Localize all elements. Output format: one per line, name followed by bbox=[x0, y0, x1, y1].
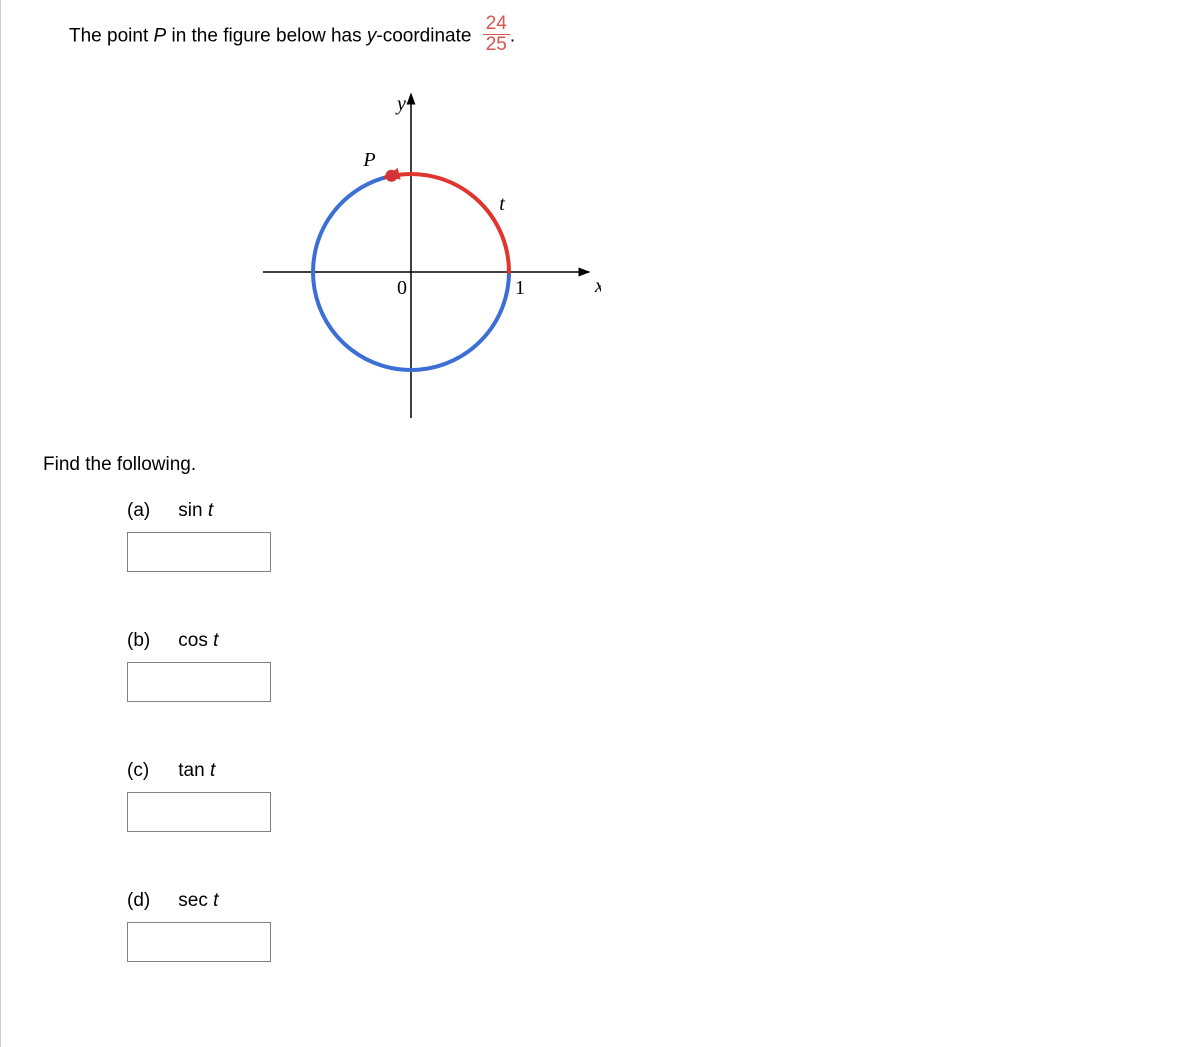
fraction: 24 25 bbox=[483, 14, 510, 55]
part-b-letter: (b) bbox=[127, 630, 173, 652]
svg-text:y: y bbox=[395, 93, 406, 115]
part-d-label: (d) sec t bbox=[127, 890, 218, 912]
svg-text:P: P bbox=[362, 149, 375, 171]
part-d-letter: (d) bbox=[127, 890, 173, 912]
prompt-text-1: The point bbox=[69, 25, 154, 46]
prompt-period: . bbox=[510, 25, 515, 46]
part-d-var: t bbox=[213, 890, 218, 911]
part-c-letter: (c) bbox=[127, 760, 173, 782]
find-heading: Find the following. bbox=[43, 454, 196, 476]
unit-circle-svg: y x 0 1 Pt bbox=[261, 88, 601, 418]
question-prompt: The point P in the figure below has y-co… bbox=[69, 16, 515, 57]
prompt-text-2: in the figure below has bbox=[166, 25, 367, 46]
page-container: The point P in the figure below has y-co… bbox=[0, 0, 1200, 1047]
fraction-numerator: 24 bbox=[483, 14, 510, 34]
svg-text:x: x bbox=[594, 275, 601, 297]
svg-text:1: 1 bbox=[515, 277, 525, 299]
prompt-text-3: -coordinate bbox=[376, 25, 476, 46]
part-c-label: (c) tan t bbox=[127, 760, 215, 782]
answer-input-b[interactable] bbox=[127, 662, 271, 702]
svg-text:0: 0 bbox=[397, 277, 407, 299]
answer-input-d[interactable] bbox=[127, 922, 271, 962]
point-P-label: P bbox=[154, 25, 167, 46]
part-a-fn: sin bbox=[178, 500, 202, 521]
part-b-fn: cos bbox=[178, 630, 208, 651]
svg-text:t: t bbox=[499, 193, 505, 215]
answer-input-c[interactable] bbox=[127, 792, 271, 832]
part-b-label: (b) cos t bbox=[127, 630, 218, 652]
part-a-label: (a) sin t bbox=[127, 500, 213, 522]
part-c-fn: tan bbox=[178, 760, 204, 781]
part-d-fn: sec bbox=[178, 890, 208, 911]
answer-input-a[interactable] bbox=[127, 532, 271, 572]
part-b-var: t bbox=[213, 630, 218, 651]
part-a-var: t bbox=[208, 500, 213, 521]
part-c-var: t bbox=[210, 760, 215, 781]
y-label-inline: y bbox=[367, 25, 377, 46]
part-a-letter: (a) bbox=[127, 500, 173, 522]
unit-circle-figure: y x 0 1 Pt bbox=[261, 88, 601, 418]
fraction-denominator: 25 bbox=[483, 34, 510, 55]
